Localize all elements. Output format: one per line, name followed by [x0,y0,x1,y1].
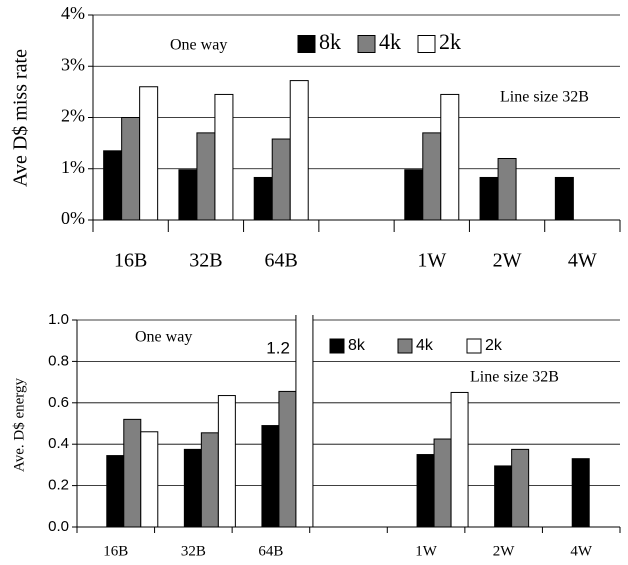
y-tick-label: 0.0 [48,518,69,535]
annotation: One way [135,329,192,346]
y-axis-title: Ave. D$ energy [11,378,27,472]
x-tick-label: 64B [258,543,283,559]
x-tick-label: 32B [189,250,222,272]
bar [416,454,435,528]
legend-label: 2k [439,29,461,54]
y-tick-label: 0.8 [48,352,69,369]
legend-swatch [357,35,376,53]
plot-area [103,80,574,221]
bar [497,158,517,221]
x-tick-label: 4W [568,250,597,272]
bar [196,132,216,221]
bar [123,418,142,528]
annotation: Line size 32B [470,369,559,386]
plot-area [106,315,590,528]
bar [261,425,280,528]
x-tick-label: 64B [265,250,298,272]
y-tick-label: 3% [61,54,85,74]
bar [554,176,574,221]
legend-label: 8k [348,337,366,354]
bar [278,390,297,528]
bar [103,150,123,221]
bar [271,138,291,221]
legend-swatch [397,338,413,354]
bar [178,169,198,221]
y-tick-label: 2% [61,106,85,126]
x-tick-label: 1W [417,250,446,272]
bar [450,391,469,528]
bar [440,93,460,221]
y-tick-label: 4% [61,3,85,23]
bar [404,169,424,221]
bar [253,176,273,221]
x-tick-label: 16B [114,250,147,272]
legend-label: 2k [485,337,503,354]
chart: 0.0 0.2 0.4 0.6 0.8 1.0 Ave. D$ energy 16B 32B 64… [11,311,621,559]
bar [571,458,590,528]
bar [433,438,452,528]
y-tick-label: 1% [61,157,85,177]
y-tick-label: 1.0 [48,311,69,328]
bar [295,315,314,528]
bar [479,176,499,221]
bar [200,432,219,528]
y-tick-label: 0.2 [48,477,69,494]
bar [289,80,309,221]
bar [106,455,125,528]
x-tick-label: 4W [570,543,593,559]
bar [121,117,141,221]
y-axis-title: Ave D$ miss rate [10,49,32,187]
bar [217,395,236,528]
bar [511,448,530,528]
x-tick-label: 2W [493,543,516,559]
legend-label: 4k [379,29,401,54]
bar [494,465,513,528]
chart: 0% 1% 2% 3% 4% Ave D$ miss rate 16B 32B 64B 1W 2W 4… [10,3,621,272]
bar [422,132,442,221]
x-tick-label: 32B [181,543,206,559]
x-tick-label: 16B [103,543,128,559]
annotation: Line size 32B [500,89,589,106]
legend-label: 8k [319,29,341,54]
x-tick-label: 1W [415,543,438,559]
legend-label: 4k [416,337,434,354]
legend-swatch [329,338,345,354]
bar [139,86,159,221]
bar [183,448,202,528]
bar [214,93,234,221]
legend-swatch [466,338,482,354]
legend-swatch [417,35,436,53]
legend-swatch [297,35,316,53]
value-label: 1.2 [266,338,290,357]
x-tick-label: 2W [493,250,522,272]
annotation: One way [170,37,227,54]
bar [140,431,159,528]
y-tick-label: 0.4 [48,435,69,452]
y-tick-label: 0% [61,208,85,228]
y-tick-label: 0.6 [48,394,69,411]
